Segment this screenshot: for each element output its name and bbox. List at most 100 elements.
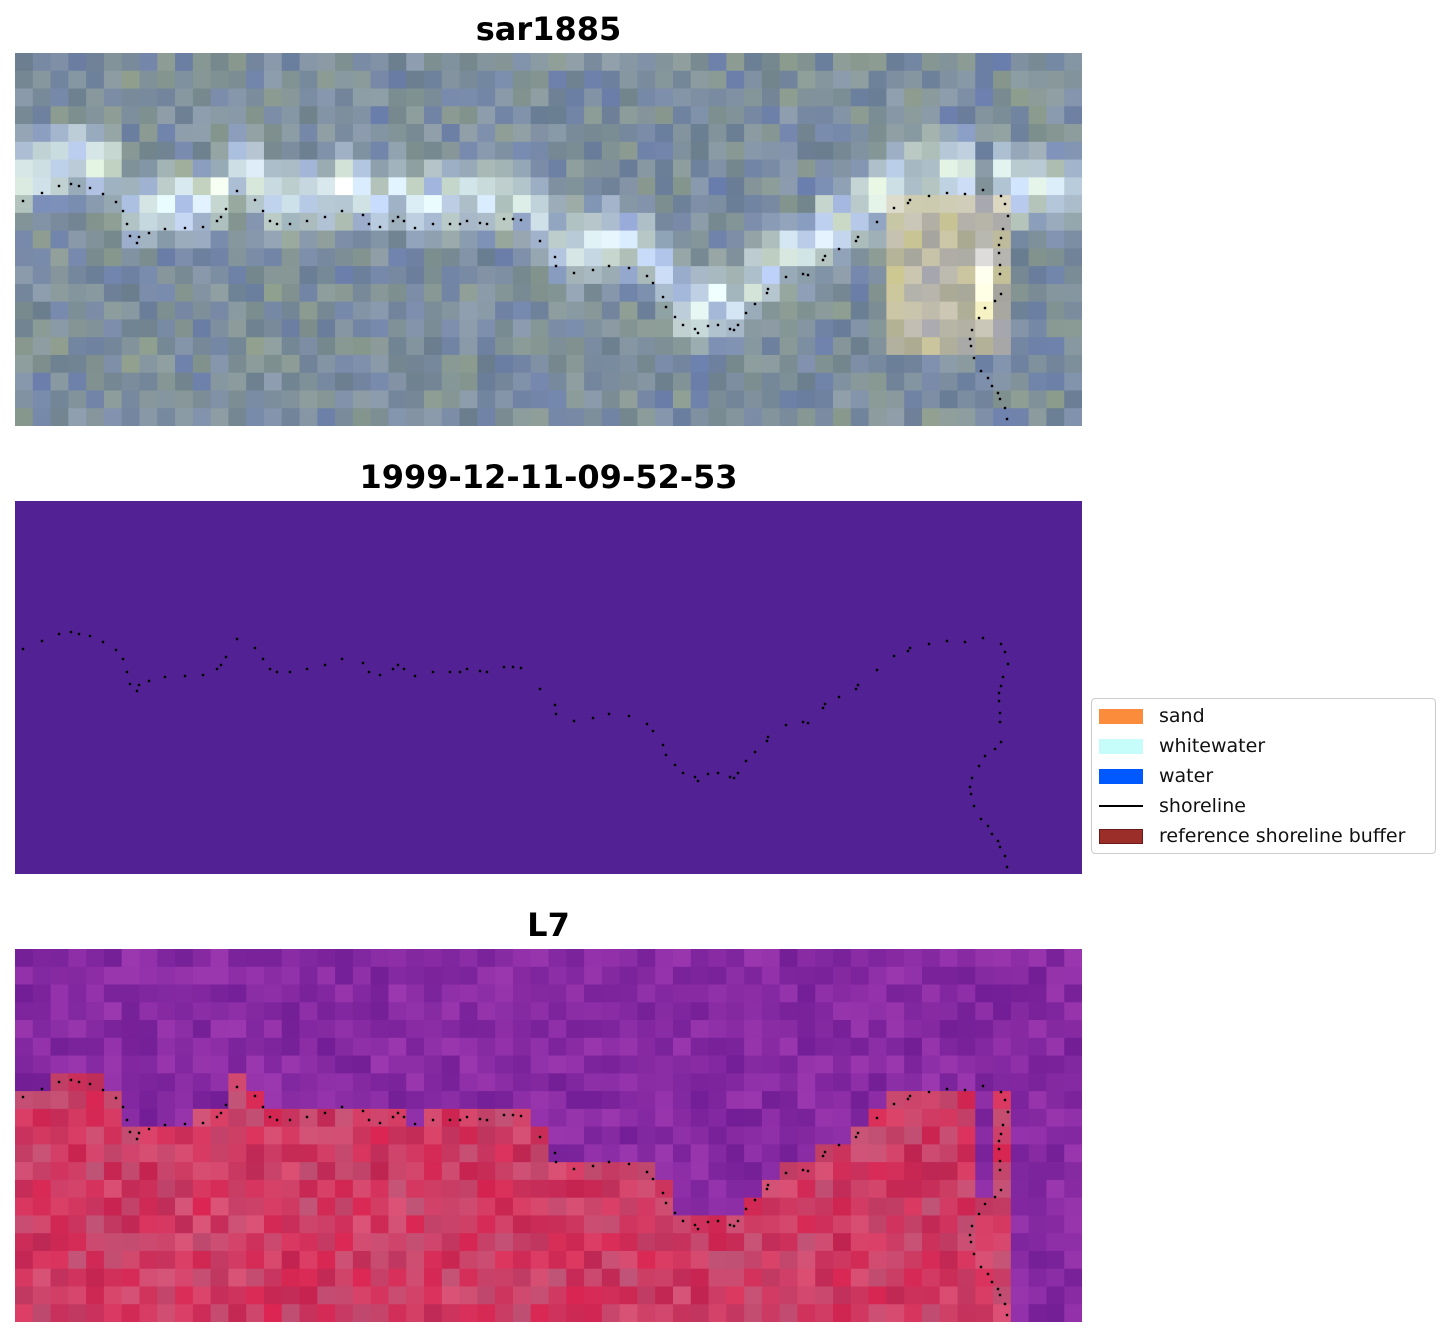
shoreline-point <box>997 1139 1001 1143</box>
shoreline-point <box>261 1105 265 1109</box>
legend: sand whitewater water shoreline referenc… <box>1091 698 1436 854</box>
shoreline-point <box>696 1227 700 1231</box>
shoreline-point <box>553 1151 557 1155</box>
shoreline-point <box>784 1171 788 1175</box>
shoreline-point <box>367 222 371 226</box>
shoreline-point <box>128 682 132 686</box>
shoreline-point <box>999 1090 1003 1094</box>
shoreline-point <box>801 272 805 276</box>
shoreline-point <box>275 1118 279 1122</box>
shoreline-point <box>201 225 205 229</box>
shoreline-point <box>57 1080 61 1084</box>
shoreline-point <box>101 640 105 644</box>
shoreline-point <box>875 1116 879 1120</box>
shoreline-point <box>744 759 748 763</box>
shoreline-point <box>998 1293 1002 1297</box>
panel-title-classified: 1999-12-11-09-52-53 <box>359 458 738 496</box>
shoreline-point <box>21 1095 25 1099</box>
shoreline-point <box>268 1115 272 1119</box>
shoreline-point <box>125 222 129 226</box>
mndwi-image-panel <box>15 949 1082 1322</box>
shoreline-point <box>906 649 910 653</box>
shoreline-point <box>137 683 141 687</box>
whitewater-swatch <box>1099 739 1143 754</box>
shoreline-point <box>1006 214 1010 218</box>
shoreline-point <box>163 1123 167 1127</box>
shoreline-point <box>716 771 720 775</box>
shoreline-point <box>378 1121 382 1125</box>
shoreline-point <box>627 714 631 718</box>
shoreline-point <box>215 667 219 671</box>
shoreline-point <box>485 222 489 226</box>
shoreline-point <box>728 327 732 331</box>
shoreline-point <box>998 272 1002 276</box>
shoreline-point <box>485 1118 489 1122</box>
shoreline-point <box>538 239 542 243</box>
shoreline-point <box>969 1240 973 1244</box>
shoreline-point <box>101 192 105 196</box>
shoreline-point <box>502 217 506 221</box>
shoreline-point <box>981 1084 985 1088</box>
shoreline-point <box>716 323 720 327</box>
shoreline-point <box>993 1195 997 1199</box>
shoreline-point <box>892 654 896 658</box>
classified-image-panel <box>15 501 1082 874</box>
shoreline-points <box>21 630 1010 869</box>
shoreline-point <box>856 683 860 687</box>
shoreline-point <box>806 273 810 277</box>
shoreline-point <box>114 1096 118 1100</box>
shoreline-point <box>1001 227 1005 231</box>
shoreline-point <box>465 1115 469 1119</box>
shoreline-point <box>765 291 769 295</box>
shoreline-point <box>1003 650 1007 654</box>
shoreline-point <box>744 311 748 315</box>
shoreline-point <box>681 1219 685 1223</box>
shoreline-point <box>945 1087 949 1091</box>
shoreline-point <box>661 295 665 299</box>
shoreline-point <box>253 646 257 650</box>
shoreline-point <box>664 305 668 309</box>
shoreline-point <box>502 1113 506 1117</box>
shoreline-point <box>572 719 576 723</box>
shoreline-point <box>235 637 239 641</box>
shoreline-point <box>431 222 435 226</box>
shoreline-point <box>465 219 469 223</box>
shoreline-point <box>591 268 595 272</box>
shoreline-point <box>716 1219 720 1223</box>
shoreline-point <box>981 636 985 640</box>
shoreline-point <box>340 1105 344 1109</box>
shoreline-point <box>57 632 61 636</box>
shoreline-point <box>875 220 879 224</box>
shoreline-point <box>121 657 125 661</box>
water-swatch <box>1099 769 1143 784</box>
shoreline-point <box>448 222 452 226</box>
shoreline-point <box>88 634 92 638</box>
shoreline-point <box>125 1118 129 1122</box>
shoreline-point <box>999 1188 1003 1192</box>
shoreline-point <box>661 1191 665 1195</box>
shoreline-point <box>431 1118 435 1122</box>
shoreline-point <box>823 254 827 258</box>
shoreline-point <box>553 255 557 259</box>
shoreline-point <box>651 281 655 285</box>
shoreline-point <box>554 264 558 268</box>
shoreline-point <box>478 669 482 673</box>
shoreline-point <box>147 1127 151 1131</box>
shoreline-point <box>969 344 973 348</box>
shoreline-point <box>77 1080 81 1084</box>
shoreline-point <box>673 763 677 767</box>
classified-image <box>15 501 1082 874</box>
shoreline-point <box>892 1102 896 1106</box>
shoreline-point <box>224 1103 228 1107</box>
shoreline-point <box>854 239 858 243</box>
shoreline-point <box>275 670 279 674</box>
shoreline-point <box>784 275 788 279</box>
shoreline-point <box>968 1233 972 1237</box>
shoreline-point <box>999 292 1003 296</box>
classified-background <box>15 501 1082 874</box>
shoreline-point <box>458 1118 462 1122</box>
shoreline-point <box>979 817 983 821</box>
shoreline-point <box>1006 662 1010 666</box>
shoreline-point <box>972 1252 976 1256</box>
shoreline-point <box>57 184 61 188</box>
